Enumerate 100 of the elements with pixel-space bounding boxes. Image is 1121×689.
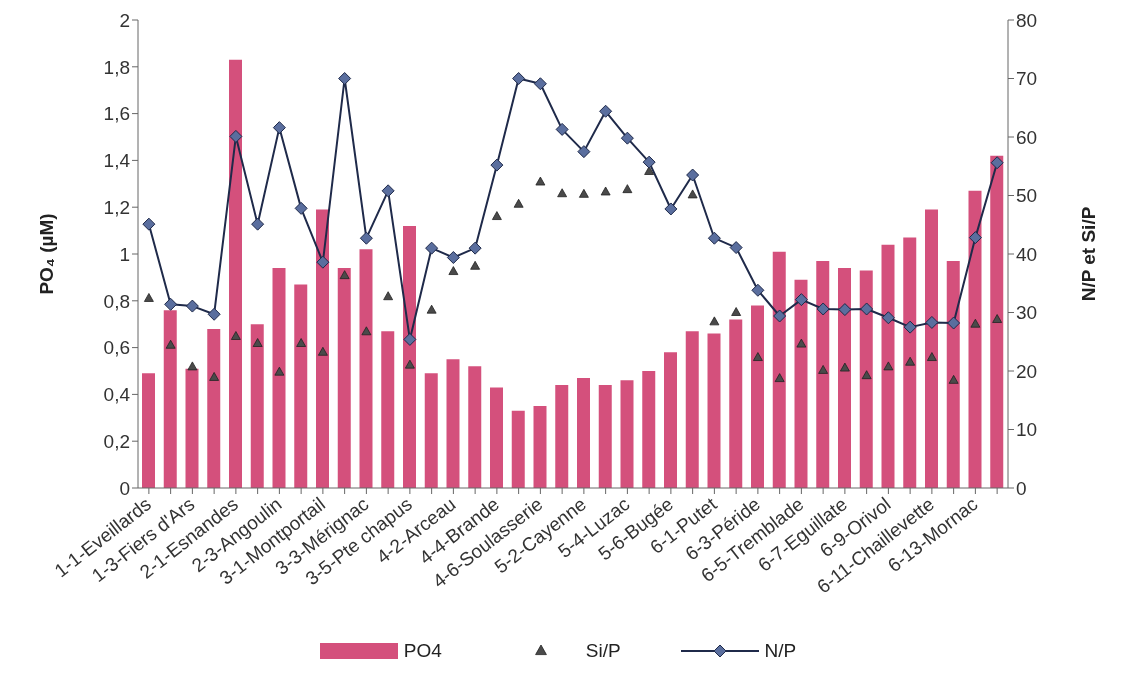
point: [533, 77, 547, 91]
point: [947, 316, 961, 330]
bar: [685, 331, 699, 488]
point: [622, 184, 633, 194]
y-tick-label: 0,8: [103, 290, 130, 312]
y-tick-label: 0,4: [103, 384, 131, 406]
point: [926, 352, 937, 361]
point: [404, 359, 415, 369]
y2-tick-label: 60: [1016, 126, 1038, 148]
point: [555, 122, 569, 136]
bar: [946, 261, 960, 488]
bar: [381, 331, 395, 488]
point: [620, 131, 634, 145]
y-tick-label: 0: [119, 477, 130, 499]
bar: [359, 249, 373, 488]
point: [339, 270, 350, 280]
point: [512, 72, 526, 85]
point: [381, 184, 395, 198]
bar: [207, 328, 221, 488]
bar: [577, 378, 590, 488]
point: [838, 303, 852, 317]
bar: [816, 261, 830, 488]
point: [317, 346, 328, 356]
point: [164, 297, 178, 311]
point: [252, 338, 263, 347]
point: [664, 202, 678, 216]
point: [272, 121, 286, 135]
legend-label: Si/P: [585, 640, 621, 662]
bar: [881, 244, 895, 488]
point: [383, 291, 394, 301]
point: [491, 211, 502, 220]
bar: [968, 190, 982, 488]
point: [577, 145, 591, 159]
bar: [272, 268, 286, 488]
y2-tick-label: 20: [1016, 360, 1038, 382]
point: [729, 241, 743, 255]
point: [686, 168, 700, 182]
y-tick-label: 0,2: [103, 430, 130, 452]
point: [970, 318, 981, 328]
point: [905, 356, 916, 366]
y-tick-label: 1,2: [103, 196, 130, 218]
bar: [642, 371, 656, 488]
point: [446, 251, 460, 265]
point: [990, 156, 1004, 170]
y-tick-label: 0,6: [103, 337, 130, 359]
point: [185, 299, 199, 313]
point: [818, 365, 829, 374]
point: [274, 366, 285, 376]
point: [642, 155, 656, 169]
point: [903, 320, 917, 334]
y2-tick-label: 80: [1016, 9, 1038, 31]
point: [578, 188, 589, 198]
bar: [533, 406, 547, 488]
point: [557, 188, 568, 198]
point: [948, 374, 959, 384]
point: [599, 104, 613, 118]
point: [426, 304, 437, 314]
bar: [598, 385, 612, 488]
bar: [229, 59, 242, 488]
bar: [707, 333, 721, 488]
y-tick-label: 2: [119, 9, 130, 31]
bar: [142, 373, 155, 488]
bar: [990, 155, 1004, 488]
point: [600, 186, 611, 196]
point: [142, 217, 156, 231]
point: [209, 372, 220, 381]
point: [513, 198, 524, 208]
bar: [751, 305, 764, 488]
bar: [316, 209, 329, 488]
bar: [729, 319, 743, 488]
point: [296, 338, 307, 347]
point: [338, 72, 352, 85]
y2-axis-title: N/P et Si/P: [1077, 206, 1099, 302]
point: [361, 326, 372, 336]
point: [143, 293, 154, 302]
bar: [903, 237, 917, 488]
bar: [185, 368, 199, 488]
point: [796, 338, 807, 348]
point: [468, 241, 482, 255]
y2-tick-label: 30: [1016, 302, 1038, 324]
bar: [620, 380, 634, 488]
point: [861, 370, 872, 380]
bar: [403, 225, 416, 488]
y2-tick-label: 70: [1016, 68, 1038, 90]
y-tick-label: 1,4: [103, 150, 131, 172]
y-tick-label: 1: [119, 243, 130, 265]
bar: [163, 310, 177, 488]
point: [751, 283, 765, 297]
point: [774, 373, 785, 383]
point: [251, 217, 265, 231]
point: [709, 316, 720, 326]
point: [925, 315, 939, 329]
y2-tick-label: 0: [1016, 477, 1027, 499]
bar: [664, 352, 677, 488]
legend-label: N/P: [764, 640, 797, 662]
bar: [468, 366, 482, 488]
point: [535, 176, 546, 186]
point: [752, 352, 763, 361]
y-axis-title: PO₄ (µM): [35, 213, 57, 295]
point: [644, 166, 655, 175]
